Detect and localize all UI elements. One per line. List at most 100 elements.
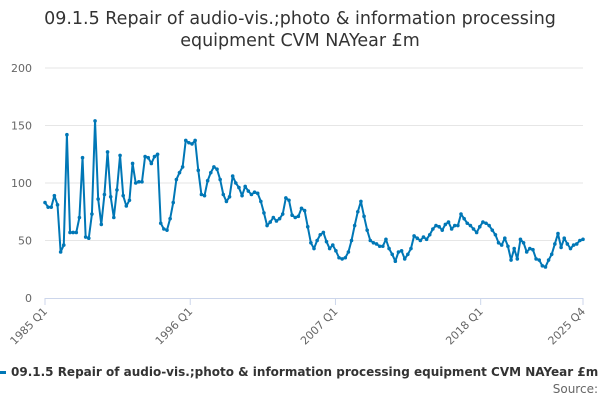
data-point[interactable]	[456, 223, 460, 228]
data-point[interactable]	[399, 249, 404, 253]
data-point[interactable]	[312, 246, 316, 251]
data-point[interactable]	[434, 223, 438, 228]
data-point[interactable]	[234, 181, 238, 185]
data-point[interactable]	[381, 244, 385, 249]
data-point[interactable]	[218, 177, 222, 182]
data-point[interactable]	[484, 221, 488, 226]
data-point[interactable]	[384, 237, 388, 242]
data-point[interactable]	[440, 228, 445, 232]
data-point[interactable]	[177, 170, 182, 175]
data-point[interactable]	[199, 192, 204, 197]
data-point[interactable]	[196, 168, 201, 173]
data-point[interactable]	[327, 246, 332, 251]
data-point[interactable]	[133, 181, 138, 185]
data-point[interactable]	[74, 230, 79, 235]
data-point[interactable]	[412, 234, 416, 238]
data-point[interactable]	[421, 235, 426, 239]
data-point[interactable]	[524, 250, 529, 254]
data-point[interactable]	[190, 142, 194, 146]
data-point[interactable]	[149, 161, 154, 166]
data-point[interactable]	[481, 220, 485, 224]
data-point[interactable]	[140, 180, 144, 184]
data-point[interactable]	[512, 246, 516, 251]
data-point[interactable]	[452, 223, 457, 228]
data-point[interactable]	[65, 132, 69, 137]
data-point[interactable]	[515, 257, 520, 261]
data-point[interactable]	[574, 242, 579, 246]
data-point[interactable]	[559, 245, 563, 250]
data-point[interactable]	[352, 223, 357, 228]
data-point[interactable]	[287, 198, 291, 203]
data-point[interactable]	[208, 170, 213, 175]
data-point[interactable]	[459, 212, 463, 216]
data-point[interactable]	[503, 236, 507, 240]
data-point[interactable]	[365, 228, 369, 232]
data-point[interactable]	[318, 232, 323, 237]
data-point[interactable]	[537, 258, 542, 262]
data-point[interactable]	[578, 238, 582, 243]
data-point[interactable]	[549, 252, 554, 257]
data-point[interactable]	[284, 196, 288, 200]
data-point[interactable]	[171, 200, 176, 205]
data-point[interactable]	[165, 228, 169, 232]
data-point[interactable]	[546, 258, 551, 262]
data-point[interactable]	[299, 206, 304, 211]
data-point[interactable]	[568, 246, 573, 251]
data-point[interactable]	[506, 244, 510, 249]
data-point[interactable]	[465, 221, 470, 226]
data-point[interactable]	[205, 178, 210, 183]
data-point[interactable]	[499, 243, 504, 247]
data-point[interactable]	[343, 255, 348, 260]
data-point[interactable]	[158, 221, 163, 226]
data-point[interactable]	[581, 237, 585, 242]
data-point[interactable]	[262, 211, 266, 215]
data-point[interactable]	[227, 195, 232, 199]
data-point[interactable]	[443, 222, 448, 227]
data-point[interactable]	[409, 246, 413, 251]
data-point[interactable]	[330, 243, 335, 247]
data-point[interactable]	[155, 152, 160, 157]
data-point[interactable]	[362, 214, 366, 219]
data-point[interactable]	[193, 138, 197, 143]
data-point[interactable]	[143, 154, 147, 159]
data-point[interactable]	[359, 199, 363, 204]
data-point[interactable]	[402, 257, 407, 261]
data-point[interactable]	[321, 230, 326, 235]
data-point[interactable]	[52, 193, 57, 198]
data-point[interactable]	[490, 228, 495, 232]
data-point[interactable]	[337, 255, 341, 260]
data-point[interactable]	[237, 185, 241, 190]
data-point[interactable]	[77, 215, 82, 220]
data-point[interactable]	[112, 215, 116, 220]
data-point[interactable]	[543, 265, 548, 269]
data-point[interactable]	[296, 214, 301, 219]
data-point[interactable]	[493, 232, 498, 237]
data-point[interactable]	[449, 227, 454, 231]
data-point[interactable]	[215, 167, 219, 171]
data-point[interactable]	[396, 250, 401, 254]
data-point[interactable]	[324, 239, 329, 244]
data-point[interactable]	[180, 165, 185, 169]
data-point[interactable]	[393, 259, 398, 264]
data-point[interactable]	[240, 193, 244, 198]
data-point[interactable]	[93, 119, 97, 123]
data-point[interactable]	[96, 197, 100, 201]
data-point[interactable]	[243, 184, 247, 189]
data-point[interactable]	[496, 241, 501, 245]
data-point[interactable]	[162, 227, 166, 231]
data-point[interactable]	[477, 224, 482, 229]
data-point[interactable]	[252, 190, 257, 194]
data-point[interactable]	[277, 216, 282, 221]
data-point[interactable]	[418, 238, 423, 243]
data-point[interactable]	[280, 212, 285, 216]
data-point[interactable]	[424, 237, 429, 242]
data-point[interactable]	[115, 188, 119, 192]
data-point[interactable]	[471, 227, 476, 231]
data-point[interactable]	[221, 192, 226, 197]
data-point[interactable]	[571, 243, 576, 247]
data-point[interactable]	[187, 140, 191, 145]
data-point[interactable]	[259, 199, 263, 204]
data-point[interactable]	[230, 174, 235, 178]
data-point[interactable]	[562, 236, 567, 240]
data-point[interactable]	[49, 205, 54, 209]
